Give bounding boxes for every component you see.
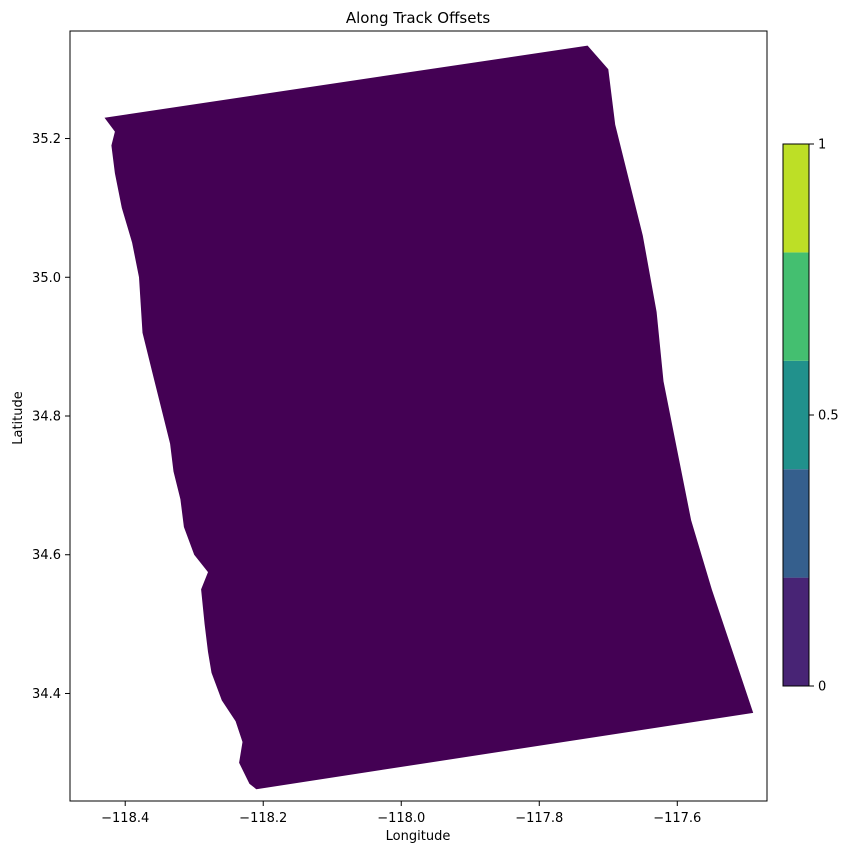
colorbar-tick-label: 0: [818, 680, 826, 695]
y-tick-label: 35.0: [32, 271, 61, 286]
colorbar-segment: [783, 360, 809, 470]
colorbar-tick-label: 1: [818, 138, 826, 153]
x-tick-label: −117.8: [515, 811, 563, 826]
chart-title: Along Track Offsets: [346, 9, 490, 27]
swath-offset-field: [104, 45, 754, 790]
colorbar-tick-label: 0.5: [818, 409, 839, 424]
plot-area: [69, 30, 768, 802]
y-axis-ticks: 34.4 34.6 34.8 35.0 35.2: [32, 132, 70, 702]
x-tick-label: −118.4: [101, 811, 149, 826]
x-axis-ticks: −118.4 −118.2 −118.0 −117.8 −117.6: [101, 801, 701, 826]
x-tick-label: −118.0: [377, 811, 425, 826]
x-tick-label: −118.2: [239, 811, 287, 826]
x-axis-label: Longitude: [386, 829, 451, 844]
x-tick-label: −117.6: [653, 811, 701, 826]
y-tick-label: 34.4: [32, 687, 61, 702]
y-tick-label: 34.6: [32, 548, 61, 563]
colorbar-segment: [783, 577, 809, 686]
y-tick-label: 34.8: [32, 410, 61, 425]
colorbar-segment: [783, 469, 809, 578]
y-axis-label: Latitude: [11, 391, 26, 445]
y-tick-label: 35.2: [32, 132, 61, 147]
colorbar-segments: [783, 144, 809, 686]
colorbar-segment: [783, 252, 809, 361]
colorbar-ticks: 00.51: [809, 138, 839, 695]
colorbar: 00.51: [782, 138, 839, 695]
colorbar-segment: [783, 144, 809, 253]
